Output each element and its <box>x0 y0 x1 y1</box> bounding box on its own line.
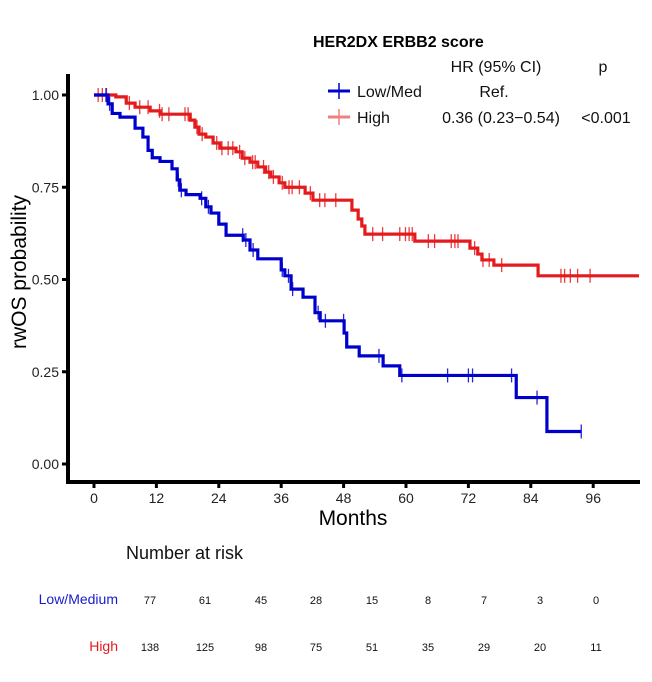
x-tick-label: 84 <box>523 490 539 506</box>
risk-value: 28 <box>310 595 322 607</box>
risk-value: 8 <box>425 595 431 607</box>
risk-values: 77 61 45 28 15 8 7 3 0 138 125 98 75 51 35 29 20 11 <box>141 595 602 654</box>
risk-table: Number at risk Low/Medium High 77 61 45 28 1… <box>39 543 602 654</box>
legend: HER2DX ERBB2 score HR (95% CI) p Low/Med… <box>313 34 631 127</box>
series-layer <box>94 88 639 439</box>
x-tick-label: 96 <box>585 490 601 506</box>
risk-value: 77 <box>144 595 156 607</box>
plot-area: 0.00 0.25 0.50 0.75 1.00 0 12 24 36 48 60 72 84 96 <box>32 74 640 506</box>
risk-value: 51 <box>366 642 378 654</box>
risk-value: 29 <box>478 642 490 654</box>
risk-value: 11 <box>590 642 601 654</box>
risk-value: 3 <box>537 595 543 607</box>
risk-value: 20 <box>534 642 546 654</box>
x-tick-label: 12 <box>149 490 165 506</box>
risk-value: 138 <box>141 642 159 654</box>
series-high <box>94 88 639 283</box>
x-tick-label: 48 <box>336 490 352 506</box>
risk-value: 35 <box>422 642 434 654</box>
legend-header-hr: HR (95% CI) <box>451 59 542 76</box>
y-tick-label: 0.00 <box>32 456 59 472</box>
legend-title: HER2DX ERBB2 score <box>313 34 484 51</box>
risk-value: 45 <box>255 595 267 607</box>
y-tick-label: 0.75 <box>32 179 59 195</box>
risk-value: 61 <box>199 595 211 607</box>
x-tick-label: 36 <box>273 490 289 506</box>
legend-entry-low-med: Low/Med Ref. <box>328 83 509 101</box>
risk-value: 75 <box>310 642 322 654</box>
legend-hr-low-med: Ref. <box>479 84 508 101</box>
legend-p-high: <0.001 <box>581 110 630 127</box>
y-tick-label: 0.50 <box>32 272 59 288</box>
x-axis-title: Months <box>319 507 388 530</box>
y-tick-label: 0.25 <box>32 364 59 380</box>
risk-value: 7 <box>481 595 487 607</box>
risk-row-label-low-medium: Low/Medium <box>39 591 118 607</box>
x-tick-label: 24 <box>211 490 227 506</box>
legend-hr-high: 0.36 (0.23−0.54) <box>442 110 560 127</box>
legend-header-p: p <box>599 59 608 76</box>
y-axis-title: rwOS probability <box>8 194 31 349</box>
risk-value: 98 <box>255 642 267 654</box>
risk-value: 125 <box>196 642 214 654</box>
legend-entry-high: High 0.36 (0.23−0.54) <0.001 <box>328 109 631 127</box>
risk-row-label-high: High <box>89 638 118 654</box>
km-curve-high <box>94 93 639 278</box>
y-tick-label: 1.00 <box>32 87 59 103</box>
risk-value: 15 <box>366 595 378 607</box>
x-tick-label: 72 <box>461 490 477 506</box>
x-ticks: 0 12 24 36 48 60 72 84 96 <box>90 482 601 506</box>
km-curve-low-med <box>94 93 582 434</box>
series-low-med <box>94 88 582 439</box>
risk-value: 0 <box>593 595 599 607</box>
y-ticks: 0.00 0.25 0.50 0.75 1.00 <box>32 87 68 472</box>
x-tick-label: 0 <box>90 490 98 506</box>
legend-label-low-med: Low/Med <box>357 84 422 101</box>
legend-label-high: High <box>357 110 390 127</box>
risk-table-title: Number at risk <box>126 543 244 563</box>
x-tick-label: 60 <box>398 490 414 506</box>
